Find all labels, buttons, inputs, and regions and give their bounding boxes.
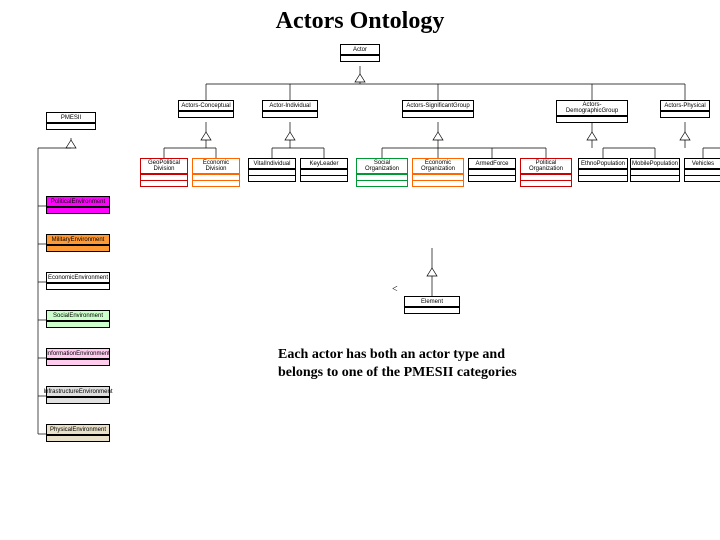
node-label: EthnoPopulation: [579, 159, 627, 169]
node-physenv: PhysicalEnvironment: [46, 424, 110, 442]
node-econdiv: Economic Division: [192, 158, 240, 187]
caption-line-1: Each actor has both an actor type and: [278, 347, 505, 362]
node-label: InfrastructureEnvironment: [47, 387, 109, 397]
node-socorg: Social Organization: [356, 158, 408, 187]
node-label: InformationEnvironment: [47, 349, 109, 359]
node-label: ArmedForce: [469, 159, 515, 169]
node-label: Political Organization: [521, 159, 571, 174]
svg-text:<: <: [392, 284, 398, 295]
node-infoenv: InformationEnvironment: [46, 348, 110, 366]
node-econorg: Economic Organization: [412, 158, 464, 187]
node-vindiv: VitalIndividual: [248, 158, 296, 182]
node-label: KeyLeader: [301, 159, 347, 169]
node-vehicles: Vehicles: [684, 158, 720, 182]
node-label: Actor-Individual: [263, 101, 317, 111]
node-polenv: PoliticalEnvironment: [46, 196, 110, 214]
diagram-title: Actors Ontology: [0, 8, 720, 35]
node-label: Actors-Conceptual: [179, 101, 233, 111]
node-ethnopop: EthnoPopulation: [578, 158, 628, 182]
node-label: Vehicles: [685, 159, 720, 169]
node-label: Actors-DemographicGroup: [557, 101, 627, 116]
node-label: SocialEnvironment: [47, 311, 109, 321]
node-label: MilitaryEnvironment: [47, 235, 109, 245]
node-keyleader: KeyLeader: [300, 158, 348, 182]
node-milenv: MilitaryEnvironment: [46, 234, 110, 252]
caption-line-2: belongs to one of the PMESII categories: [278, 365, 517, 380]
node-conceptual: Actors-Conceptual: [178, 100, 234, 118]
node-label: Actors-SignificantGroup: [403, 101, 473, 111]
node-label: MobilePopulation: [631, 159, 679, 169]
node-label: GeoPolitical Division: [141, 159, 187, 174]
node-demogroup: Actors-DemographicGroup: [556, 100, 628, 123]
node-label: Actor: [341, 45, 379, 55]
node-label: PMESII: [47, 113, 95, 123]
node-label: PoliticalEnvironment: [47, 197, 109, 207]
diagram-caption: Each actor has both an actor type and be…: [278, 346, 517, 382]
node-geopol: GeoPolitical Division: [140, 158, 188, 187]
node-label: PhysicalEnvironment: [47, 425, 109, 435]
node-mobpop: MobilePopulation: [630, 158, 680, 182]
node-label: Element: [405, 297, 459, 307]
node-label: Economic Organization: [413, 159, 463, 174]
node-econenv: EconomicEnvironment: [46, 272, 110, 290]
node-infraenv: InfrastructureEnvironment: [46, 386, 110, 404]
node-label: Economic Division: [193, 159, 239, 174]
node-armedforce: ArmedForce: [468, 158, 516, 182]
node-physical: Actors-Physical: [660, 100, 710, 118]
node-individual: Actor-Individual: [262, 100, 318, 118]
node-actor: Actor: [340, 44, 380, 62]
connectors-layer: <: [0, 0, 720, 540]
node-polorg: Political Organization: [520, 158, 572, 187]
node-label: VitalIndividual: [249, 159, 295, 169]
node-element: Element: [404, 296, 460, 314]
node-siggroup: Actors-SignificantGroup: [402, 100, 474, 118]
node-pmesii: PMESII: [46, 112, 96, 130]
node-label: EconomicEnvironment: [47, 273, 109, 283]
node-socenv: SocialEnvironment: [46, 310, 110, 328]
node-label: Social Organization: [357, 159, 407, 174]
node-label: Actors-Physical: [661, 101, 709, 111]
